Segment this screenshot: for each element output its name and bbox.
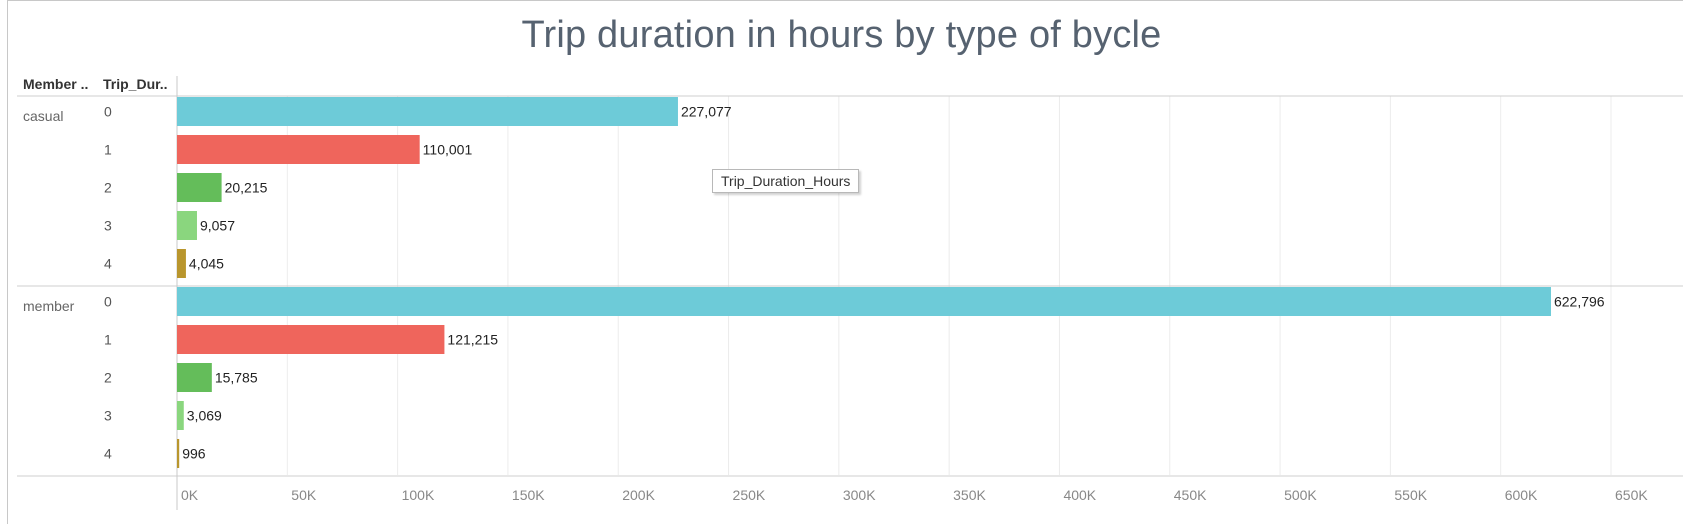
bar-member-0[interactable] xyxy=(177,287,1551,316)
x-tick-label: 150K xyxy=(512,487,545,503)
row-label: 3 xyxy=(104,218,112,234)
row-label: 1 xyxy=(104,332,112,348)
trip-duration-column-header[interactable]: Trip_Dur.. xyxy=(103,76,168,92)
data-label: 20,215 xyxy=(225,180,268,196)
bar-casual-3[interactable] xyxy=(177,211,197,240)
x-tick-label: 50K xyxy=(291,487,317,503)
row-label: 0 xyxy=(104,294,112,310)
bar-casual-2[interactable] xyxy=(177,173,222,202)
x-tick-label: 650K xyxy=(1615,487,1648,503)
bar-member-1[interactable] xyxy=(177,325,445,354)
bar-casual-4[interactable] xyxy=(177,249,186,278)
x-tick-label: 250K xyxy=(733,487,766,503)
chart-title: Trip duration in hours by type of bycle xyxy=(521,14,1162,56)
row-label: 0 xyxy=(104,104,112,120)
x-tick-label: 300K xyxy=(843,487,876,503)
x-tick-label: 0K xyxy=(181,487,199,503)
member-column-header[interactable]: Member .. xyxy=(23,76,89,92)
data-label: 622,796 xyxy=(1554,294,1605,310)
field-tooltip: Trip_Duration_Hours xyxy=(712,169,860,193)
x-tick-label: 600K xyxy=(1505,487,1538,503)
row-label: 3 xyxy=(104,408,112,424)
bar-member-4[interactable] xyxy=(177,439,180,468)
bar-casual-0[interactable] xyxy=(177,97,678,126)
x-tick-label: 200K xyxy=(622,487,655,503)
bar-member-2[interactable] xyxy=(177,363,212,392)
x-tick-label: 500K xyxy=(1284,487,1317,503)
x-tick-label: 450K xyxy=(1174,487,1207,503)
data-label: 996 xyxy=(182,446,206,462)
x-tick-label: 400K xyxy=(1063,487,1096,503)
x-tick-label: 550K xyxy=(1394,487,1427,503)
data-label: 110,001 xyxy=(423,142,473,158)
data-label: 9,057 xyxy=(200,218,235,234)
data-label: 121,215 xyxy=(447,332,498,348)
row-label: 2 xyxy=(104,370,112,386)
row-label: 1 xyxy=(104,142,112,158)
data-label: 15,785 xyxy=(215,370,258,386)
data-label: 4,045 xyxy=(189,256,224,272)
x-tick-label: 350K xyxy=(953,487,986,503)
chart-frame xyxy=(7,0,1683,524)
bar-casual-1[interactable] xyxy=(177,135,420,164)
row-label: 2 xyxy=(104,180,112,196)
row-label: 4 xyxy=(104,446,112,462)
x-tick-label: 100K xyxy=(402,487,435,503)
data-label: 3,069 xyxy=(187,408,222,424)
row-label: 4 xyxy=(104,256,112,272)
group-label-casual: casual xyxy=(23,108,63,124)
group-label-member: member xyxy=(23,298,75,314)
data-label: 227,077 xyxy=(681,104,732,120)
bar-member-3[interactable] xyxy=(177,401,184,430)
